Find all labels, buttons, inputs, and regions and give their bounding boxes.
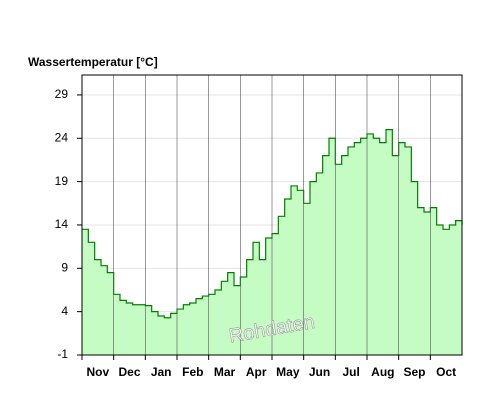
y-tick-label: 9 [61,260,68,274]
y-tick-label: 29 [55,87,69,101]
x-tick-label: Nov [86,365,109,379]
y-tick-label: 24 [55,130,69,144]
line [82,129,463,319]
y-tick-label: 14 [55,217,69,231]
x-tick-label: Oct [436,365,456,379]
y-tick-label: 19 [55,174,69,188]
x-tick-label: Mar [214,365,236,379]
plot-frame [81,74,463,356]
chart-title: Wassertemperatur [°C] [28,55,158,69]
x-tick-label: May [276,365,300,379]
x-tick-label: Jul [342,365,359,379]
y-tick-label: -1 [57,347,68,361]
x-tick-label: Feb [182,365,203,379]
y-tick-label: 4 [61,304,68,318]
x-tick-label: Apr [246,365,267,379]
x-tick-label: Sep [403,365,425,379]
x-tick-label: Jan [151,365,172,379]
x-tick-label: Jun [309,365,330,379]
x-tick-label: Dec [118,365,140,379]
x-tick-label: Aug [371,365,394,379]
